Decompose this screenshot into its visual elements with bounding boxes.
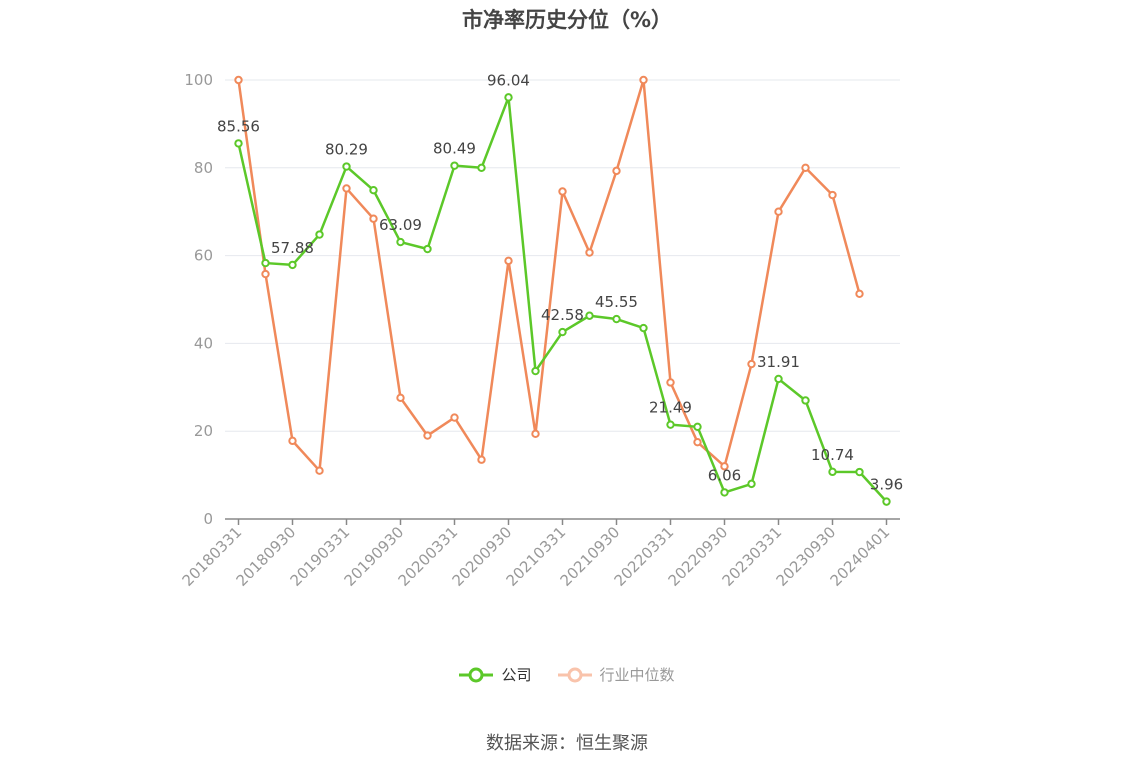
- data-point-company: [369, 185, 378, 195]
- series-line-industry-median: [237, 78, 861, 472]
- data-point-industry-median: [288, 436, 297, 446]
- data-point-industry-median: [693, 437, 702, 447]
- data-label: 63.09: [379, 216, 422, 234]
- data-point-industry-median: [801, 163, 810, 173]
- data-point-industry-median: [342, 184, 351, 193]
- data-point-industry-median: [315, 466, 324, 475]
- data-label: 21.49: [649, 399, 692, 417]
- legend-line-marker-icon: [459, 667, 494, 682]
- data-label: 80.29: [325, 141, 368, 159]
- label-layer: 85.56 57.88 63.09 80.29 80.49 96.04 42.58 45.55…: [217, 71, 903, 493]
- data-label: 45.55: [595, 293, 638, 311]
- data-point-industry-median: [585, 248, 594, 257]
- x-tick-label: 20240401: [827, 523, 894, 590]
- data-point-industry-median: [747, 359, 756, 369]
- data-point-company: [639, 323, 648, 333]
- data-point-company: [828, 467, 837, 477]
- data-label: 80.49: [433, 140, 476, 158]
- data-point-company: [342, 162, 351, 171]
- data-source: 数据来源：恒生聚源: [486, 733, 648, 754]
- data-point-industry-median: [477, 455, 486, 464]
- data-point-company: [531, 366, 540, 376]
- chart-title: 市净率历史分位（%）: [461, 8, 673, 32]
- data-point-company: [396, 237, 405, 247]
- data-point-company: [423, 244, 432, 254]
- y-tick-label: 100: [184, 71, 213, 89]
- data-point-company: [504, 93, 513, 102]
- legend-label-company: 公司: [501, 666, 532, 684]
- legend-line-marker-icon: [557, 667, 592, 682]
- data-point-company: [720, 488, 729, 497]
- data-point-industry-median: [639, 75, 648, 85]
- legend-label-industry-median: 行业中位数: [599, 666, 675, 684]
- data-label: 3.96: [870, 476, 903, 494]
- y-tick-label: 60: [194, 247, 213, 265]
- y-tick-label: 40: [194, 334, 213, 352]
- data-point-industry-median: [261, 269, 270, 279]
- grid-layer: [225, 79, 900, 432]
- data-label: 96.04: [487, 71, 530, 89]
- data-point-company: [450, 161, 459, 170]
- data-point-industry-median: [531, 429, 540, 439]
- legend-item-industry-median[interactable]: 行业中位数: [557, 664, 675, 685]
- data-label: 6.06: [708, 466, 741, 484]
- data-point-company: [882, 497, 891, 506]
- data-point-company: [477, 163, 486, 173]
- data-label: 31.91: [757, 353, 800, 371]
- data-point-industry-median: [234, 75, 243, 85]
- y-tick-label: 80: [194, 159, 213, 177]
- data-point-industry-median: [369, 214, 378, 223]
- data-point-industry-median: [720, 462, 729, 471]
- data-point-company: [774, 374, 783, 384]
- y-tick-label: 0: [203, 510, 213, 528]
- data-point-industry-median: [828, 190, 837, 200]
- data-point-company: [747, 479, 756, 489]
- data-point-company: [585, 311, 594, 320]
- series-layer: [234, 75, 891, 506]
- data-point-company: [234, 139, 243, 148]
- data-point-company: [315, 230, 324, 239]
- data-point-industry-median: [774, 207, 783, 216]
- data-point-industry-median: [612, 166, 621, 176]
- data-point-company: [261, 258, 270, 268]
- data-point-company: [288, 260, 297, 270]
- data-point-industry-median: [396, 393, 405, 403]
- data-point-industry-median: [558, 187, 567, 196]
- data-label: 10.74: [811, 446, 854, 464]
- data-point-company: [855, 467, 864, 477]
- data-point-industry-median: [855, 289, 864, 298]
- data-point-industry-median: [450, 413, 459, 422]
- data-point-company: [693, 422, 702, 432]
- data-point-company: [612, 314, 621, 324]
- data-label: 57.88: [271, 239, 314, 257]
- data-point-industry-median: [504, 256, 513, 266]
- data-label: 85.56: [217, 117, 260, 135]
- data-point-company: [801, 396, 810, 405]
- data-label: 42.58: [541, 306, 584, 324]
- legend-item-company[interactable]: 公司: [459, 664, 532, 685]
- legend: 公司 行业中位数: [0, 664, 1134, 685]
- data-point-industry-median: [423, 431, 432, 440]
- data-point-company: [666, 420, 675, 429]
- data-point-industry-median: [666, 378, 675, 387]
- y-tick-label: 20: [194, 422, 213, 440]
- data-point-company: [558, 327, 567, 337]
- axis-layer: 0204060801002018033120180930201903312019…: [179, 71, 900, 590]
